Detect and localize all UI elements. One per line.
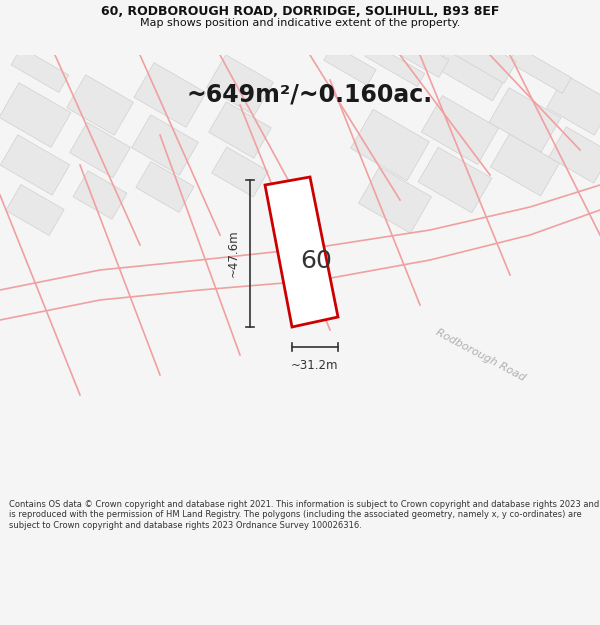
Polygon shape <box>359 167 431 233</box>
Polygon shape <box>436 49 503 101</box>
Text: Contains OS data © Crown copyright and database right 2021. This information is : Contains OS data © Crown copyright and d… <box>9 500 599 530</box>
Polygon shape <box>212 147 268 197</box>
Polygon shape <box>391 32 449 78</box>
Text: 60, RODBOROUGH ROAD, DORRIDGE, SOLIHULL, B93 8EF: 60, RODBOROUGH ROAD, DORRIDGE, SOLIHULL,… <box>101 5 499 18</box>
Polygon shape <box>131 115 199 175</box>
Polygon shape <box>490 134 560 196</box>
Polygon shape <box>489 88 561 152</box>
Polygon shape <box>0 82 71 148</box>
Polygon shape <box>324 45 376 85</box>
Text: Map shows position and indicative extent of the property.: Map shows position and indicative extent… <box>140 18 460 28</box>
Polygon shape <box>136 161 194 212</box>
Polygon shape <box>265 177 338 327</box>
Polygon shape <box>134 62 206 127</box>
Text: ~47.6m: ~47.6m <box>227 229 240 278</box>
Polygon shape <box>350 109 430 181</box>
Polygon shape <box>70 122 130 177</box>
Polygon shape <box>0 135 70 195</box>
Polygon shape <box>509 47 571 93</box>
Text: 60: 60 <box>301 249 332 274</box>
Text: Rodborough Road: Rodborough Road <box>434 327 526 383</box>
Text: ~649m²/~0.160ac.: ~649m²/~0.160ac. <box>187 83 433 107</box>
Polygon shape <box>421 96 499 164</box>
Polygon shape <box>365 44 425 86</box>
Polygon shape <box>6 184 64 236</box>
Polygon shape <box>547 75 600 135</box>
Polygon shape <box>11 48 69 92</box>
Polygon shape <box>67 75 133 135</box>
Polygon shape <box>209 102 271 158</box>
Polygon shape <box>73 171 127 219</box>
Polygon shape <box>443 27 517 83</box>
Polygon shape <box>418 147 492 213</box>
Polygon shape <box>549 127 600 183</box>
Text: ~31.2m: ~31.2m <box>291 359 339 372</box>
Polygon shape <box>206 55 274 115</box>
